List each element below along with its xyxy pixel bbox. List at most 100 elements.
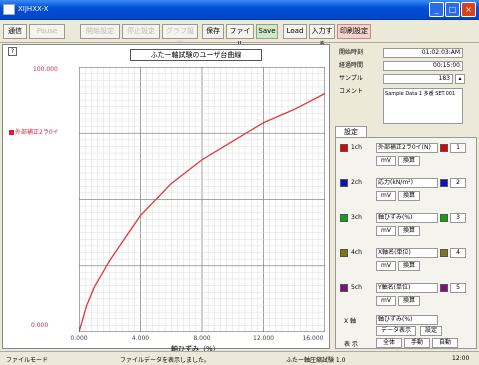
samples-value: 183 (383, 74, 453, 84)
scale-manual-button[interactable]: 手動 (404, 338, 430, 348)
channel-label: 5ch (351, 284, 362, 291)
x-tick-label: 0.000 (70, 335, 88, 342)
channel-convert-button[interactable]: 換算 (398, 191, 420, 201)
data-display-button[interactable]: データ表示 (376, 326, 416, 336)
channel-select[interactable]: Y軸名(単位) (376, 283, 438, 293)
x-axis-select[interactable]: 軸ひずみ(%) (376, 315, 438, 325)
status-message: ファイルデータを表示しました。 (120, 357, 211, 364)
status-app: ふたー軸圧縮試験 1.0 (286, 357, 346, 364)
toolbar-save2-button[interactable]: Save (256, 24, 278, 39)
channel-convert-button[interactable]: 換算 (398, 156, 420, 166)
comment-label: コメント (339, 88, 364, 95)
channel-mv-button[interactable]: mV (376, 226, 396, 236)
channel-mv-button[interactable]: mV (376, 156, 396, 166)
scale-all-button[interactable]: 全体 (376, 338, 402, 348)
toolbar-print-button[interactable]: 印刷設定 (337, 24, 371, 39)
settings-panel: 1ch 外部補正2ラ0イ(N) 1 mV 換算 2ch 応力(kN/m²) 2 … (335, 137, 477, 349)
channel-row-3: 3ch 軸ひずみ(%) 3 mV 換算 (340, 212, 476, 248)
channel-convert-button[interactable]: 換算 (398, 226, 420, 236)
close-button[interactable]: × (461, 2, 476, 17)
x-axis-label: 軸ひずみ（%） (171, 345, 220, 353)
channel-convert-button[interactable]: 換算 (398, 296, 420, 306)
channel-color-swatch (340, 284, 348, 292)
toolbar-comm-button[interactable]: 通信 (3, 24, 27, 39)
start-time-label: 開始時刻 (339, 49, 364, 56)
channel-color-button[interactable] (440, 249, 448, 257)
channel-row-5: 5ch Y軸名(単位) 5 mV 換算 (340, 282, 476, 318)
channel-color-swatch (340, 144, 348, 152)
toolbar-input-button[interactable]: 入力する (309, 24, 335, 48)
channel-label: 4ch (351, 249, 362, 256)
tab-settings[interactable]: 設定 (335, 126, 367, 138)
toolbar-graph-button[interactable]: グラフ設定 (162, 24, 198, 48)
x-axis-row: X 軸 軸ひずみ(%) データ表示 設定 (340, 314, 476, 336)
comment-field[interactable]: Sample Data 1 多番 SET.001 (383, 88, 463, 124)
channel-convert-button[interactable]: 換算 (398, 261, 420, 271)
legend-swatch (9, 130, 14, 135)
status-time: 12:00 (452, 355, 470, 362)
plot-area (79, 67, 325, 332)
scale-row: 表 示 全体 手動 自動 (340, 338, 476, 350)
toolbar-start-button[interactable]: 開始設定 (80, 24, 120, 39)
toolbar: 通信 Pause 開始設定 停止設定 グラフ設定 保存 ファイル Save Lo… (0, 21, 479, 48)
channel-select[interactable]: 応力(kN/m²) (376, 178, 438, 188)
maximize-button[interactable]: □ (445, 2, 460, 17)
channel-mv-button[interactable]: mV (376, 191, 396, 201)
channel-mv-button[interactable]: mV (376, 261, 396, 271)
x-tick-label: 16.000 (302, 335, 324, 342)
samples-label: サンプル (339, 75, 363, 82)
x-axis-set-button[interactable]: 設定 (420, 326, 442, 336)
toolbar-load-button[interactable]: Load (283, 24, 307, 39)
window-title: XIJHXX-X (18, 5, 49, 13)
x-tick-label: 12.000 (253, 335, 274, 342)
channel-number-field[interactable]: 2 (450, 178, 466, 188)
channel-color-button[interactable] (440, 214, 448, 222)
y-min-label: 0.000 (31, 322, 49, 329)
channel-row-1: 1ch 外部補正2ラ0イ(N) 1 mV 換算 (340, 142, 476, 178)
channel-select[interactable]: 外部補正2ラ0イ(N) (376, 143, 438, 153)
graph-legend: 外部補正2ラ0イ (9, 127, 69, 136)
help-icon[interactable]: ? (8, 47, 17, 56)
channel-label: 1ch (351, 144, 362, 151)
minimize-button[interactable]: _ (429, 2, 444, 17)
channel-number-field[interactable]: 4 (450, 248, 466, 258)
elapsed-value: 00:15:00 (383, 61, 463, 71)
channel-color-swatch (340, 249, 348, 257)
elapsed-label: 経過時間 (339, 62, 364, 69)
channel-color-button[interactable] (440, 179, 448, 187)
channel-color-button[interactable] (440, 284, 448, 292)
x-tick-label: 8.000 (193, 335, 211, 342)
channel-number-field[interactable]: 1 (450, 143, 466, 153)
channel-label: 2ch (351, 179, 362, 186)
channel-color-swatch (340, 179, 348, 187)
channel-row-4: 4ch X軸名(単位) 4 mV 換算 (340, 247, 476, 283)
toolbar-save-button[interactable]: 保存 (202, 24, 224, 39)
channel-mv-button[interactable]: mV (376, 296, 396, 306)
series-line (79, 92, 325, 332)
channel-select[interactable]: 軸ひずみ(%) (376, 213, 438, 223)
start-time-value: 01:02:03:AM (383, 48, 463, 58)
samples-spin-icon[interactable]: ▴ (455, 74, 465, 84)
channel-select[interactable]: X軸名(単位) (376, 248, 438, 258)
side-panel: 開始時刻 01:02:03:AM 経過時間 00:15:00 サンプル 183 … (335, 44, 477, 349)
toolbar-file-button[interactable]: ファイル (226, 24, 254, 48)
scale-auto-button[interactable]: 自動 (432, 338, 458, 348)
toolbar-pause-button[interactable]: Pause (29, 24, 65, 39)
title-bar: XIJHXX-X _ □ × (0, 0, 479, 20)
channel-number-field[interactable]: 3 (450, 213, 466, 223)
channel-row-2: 2ch 応力(kN/m²) 2 mV 換算 (340, 177, 476, 213)
legend-label: 外部補正2ラ0イ (15, 129, 59, 136)
x-axis-label-text: X 軸 (344, 318, 357, 325)
graph-panel: ? ふたー軸試験のユーザ台曲線 外部補正2ラ0イ 100.000 0.000 0… (2, 44, 330, 353)
channel-color-button[interactable] (440, 144, 448, 152)
status-mode: ファイルモード (6, 357, 49, 364)
app-icon (3, 4, 15, 15)
graph-title: ふたー軸試験のユーザ台曲線 (130, 49, 262, 61)
y-max-label: 100.000 (33, 66, 58, 73)
channel-number-field[interactable]: 5 (450, 283, 466, 293)
toolbar-stop-button[interactable]: 停止設定 (122, 24, 160, 39)
status-bar: ファイルモード ファイルデータを表示しました。 ふたー軸圧縮試験 1.0 12:… (0, 351, 479, 365)
x-tick-label: 4.000 (131, 335, 150, 342)
scale-label: 表 示 (344, 341, 358, 348)
channel-label: 3ch (351, 214, 362, 221)
